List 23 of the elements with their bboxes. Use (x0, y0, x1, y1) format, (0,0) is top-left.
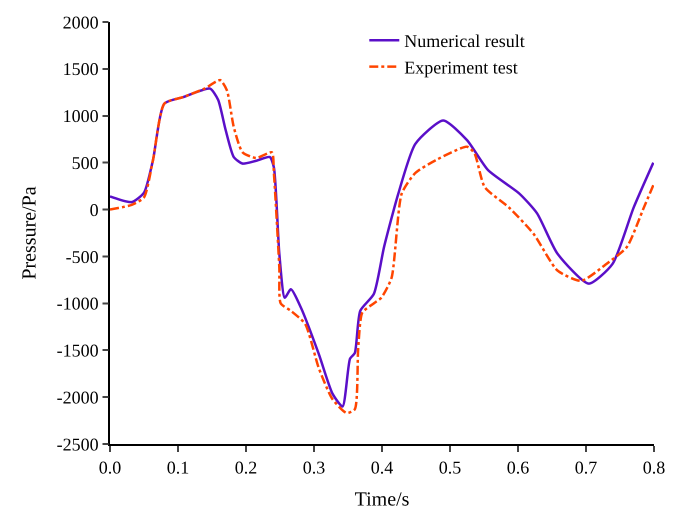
y-tick-label: -2000 (56, 387, 99, 408)
y-tick-label: -1500 (56, 340, 99, 361)
y-tick-label: -1000 (56, 294, 99, 314)
y-tick-label: -500 (66, 246, 99, 267)
y-tick-label: -2500 (56, 434, 99, 454)
x-tick-label: 0.5 (438, 457, 462, 478)
x-tick-label: 0.0 (98, 457, 122, 478)
x-tick-label: 0.2 (234, 457, 258, 478)
y-tick-label: 1500 (62, 59, 99, 80)
y-tick-label: 0 (90, 200, 99, 220)
y-axis-title: Pressure/Pa (18, 186, 41, 280)
x-tick-label: 0.3 (302, 457, 326, 478)
y-tick-label: 500 (72, 152, 99, 173)
x-axis-title: Time/s (354, 488, 410, 510)
x-tick-label: 0.4 (370, 457, 394, 478)
x-tick-label: 0.8 (642, 457, 666, 478)
x-tick-label: 0.1 (166, 457, 190, 478)
legend-label: Numerical result (404, 31, 525, 52)
y-tick-label: 2000 (62, 12, 99, 32)
x-tick-label: 0.7 (574, 457, 598, 478)
y-tick-label: 1000 (62, 106, 99, 126)
legend-label: Experiment test (404, 58, 518, 78)
x-tick-label: 0.6 (506, 457, 530, 478)
